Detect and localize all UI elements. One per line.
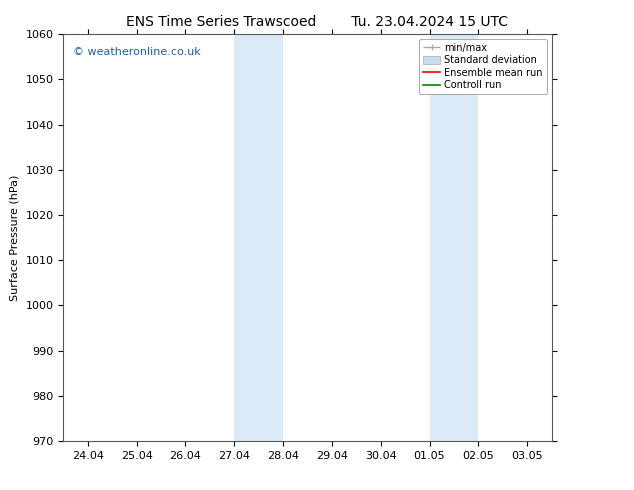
Text: © weatheronline.co.uk: © weatheronline.co.uk — [73, 47, 201, 56]
Legend: min/max, Standard deviation, Ensemble mean run, Controll run: min/max, Standard deviation, Ensemble me… — [419, 39, 547, 94]
Bar — [235, 34, 283, 441]
Text: ENS Time Series Trawscoed        Tu. 23.04.2024 15 UTC: ENS Time Series Trawscoed Tu. 23.04.2024… — [126, 15, 508, 29]
Bar — [430, 34, 479, 441]
Y-axis label: Surface Pressure (hPa): Surface Pressure (hPa) — [10, 174, 20, 301]
